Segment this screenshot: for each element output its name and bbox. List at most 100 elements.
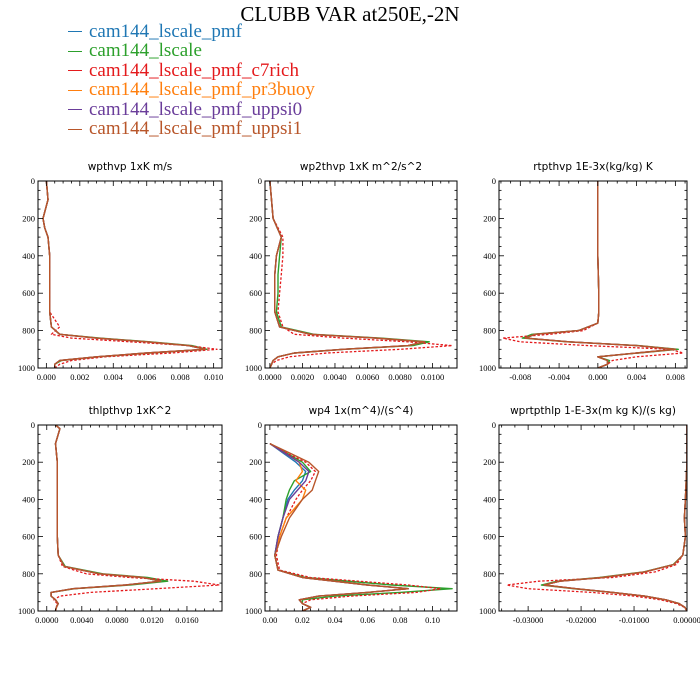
y-tick-label: 600	[483, 532, 496, 542]
y-tick-label: 200	[483, 213, 496, 223]
panel-title: wpthvp 1xK m/s	[88, 161, 173, 173]
series-line	[543, 425, 687, 611]
y-tick-label: 200	[22, 213, 35, 223]
x-tick-label: 0.010	[204, 372, 223, 382]
series-group	[42, 181, 218, 368]
legend-swatch	[68, 128, 82, 130]
x-tick-label: 0.000	[588, 372, 607, 382]
y-tick-label: 600	[483, 288, 496, 298]
series-line	[543, 425, 687, 611]
y-tick-label: 0	[258, 176, 262, 186]
series-line	[269, 443, 409, 611]
panel-title: rtpthvp 1E-3x(kg/kg) K	[533, 161, 654, 173]
y-tick-label: 800	[483, 569, 496, 579]
x-tick-label: 0.006	[137, 372, 156, 382]
x-tick-label: 0.0100	[421, 372, 444, 382]
panel-title: thlpthvp 1xK^2	[89, 405, 172, 417]
legend-swatch	[68, 50, 82, 52]
x-tick-label: 0.0040	[70, 615, 93, 625]
series-line	[543, 425, 687, 611]
x-tick-label: -0.03000	[513, 615, 543, 625]
legend: cam144_lscale_pmf cam144_lscale cam144_l…	[68, 20, 315, 140]
x-tick-label: 0.0020	[291, 372, 314, 382]
y-tick-label: 600	[22, 288, 35, 298]
legend-swatch	[68, 109, 82, 111]
y-tick-label: 1000	[479, 363, 496, 373]
x-tick-label: 0.08	[393, 615, 408, 625]
legend-item: cam144_lscale_pmf_pr3buoy	[68, 79, 315, 101]
y-tick-label: 800	[22, 569, 35, 579]
y-tick-label: 400	[22, 494, 35, 504]
y-tick-label: 600	[249, 288, 262, 298]
plot-frame	[264, 424, 458, 612]
x-tick-label: -0.01000	[619, 615, 649, 625]
y-tick-label: 400	[249, 494, 262, 504]
figure-title: CLUBB VAR at250E,-2N	[240, 2, 460, 26]
series-line	[502, 181, 684, 368]
y-tick-label: 1000	[18, 363, 35, 373]
x-tick-label: 0.008	[666, 372, 685, 382]
x-tick-label: -0.02000	[566, 615, 596, 625]
legend-label: cam144_lscale_pmf_pr3buoy	[89, 79, 315, 101]
legend-label: cam144_lscale_pmf_uppsi1	[89, 118, 303, 140]
y-tick-label: 200	[22, 457, 35, 467]
y-tick-label: 1000	[18, 606, 35, 616]
y-tick-label: 400	[22, 251, 35, 261]
legend-label: cam144_lscale_pmf_c7rich	[89, 59, 299, 81]
series-line	[540, 425, 687, 611]
series-line	[269, 443, 409, 611]
y-tick-label: 800	[249, 326, 262, 336]
y-tick-label: 0	[492, 420, 496, 430]
series-line	[269, 181, 426, 368]
y-tick-label: 1000	[479, 606, 496, 616]
x-tick-label: 0.00000	[673, 615, 700, 625]
x-tick-label: -0.008	[509, 372, 531, 382]
x-tick-label: 0.0040	[323, 372, 346, 382]
y-tick-label: 1000	[245, 606, 262, 616]
y-tick-label: 400	[483, 251, 496, 261]
y-tick-label: 600	[249, 532, 262, 542]
y-tick-label: 400	[483, 494, 496, 504]
y-tick-label: 0	[492, 176, 496, 186]
series-line	[53, 425, 221, 611]
panel-title: wp4 1x(m^4)/(s^4)	[309, 405, 414, 417]
series-line	[506, 425, 687, 611]
y-tick-label: 800	[483, 326, 496, 336]
series-line	[50, 425, 169, 611]
series-group	[269, 181, 453, 368]
legend-swatch	[68, 70, 82, 72]
legend-label: cam144_lscale	[89, 40, 202, 62]
series-group	[506, 425, 687, 611]
legend-label: cam144_lscale_pmf_uppsi0	[89, 98, 303, 120]
x-tick-label: 0.0120	[140, 615, 163, 625]
y-tick-label: 200	[249, 457, 262, 467]
series-line	[269, 181, 453, 368]
legend-item: cam144_lscale_pmf	[68, 20, 315, 42]
x-tick-label: 0.0000	[258, 372, 281, 382]
chart-panel: wprtpthlp 1-E-3x(m kg K)/(s kg) 0 200 400 60…	[479, 405, 700, 625]
panel-title: wp2thvp 1xK m^2/s^2	[300, 161, 422, 173]
y-tick-label: 800	[22, 326, 35, 336]
legend-item: cam144_lscale_pmf_uppsi0	[68, 98, 315, 120]
x-tick-label: 0.0080	[105, 615, 128, 625]
x-tick-label: 0.0160	[175, 615, 198, 625]
legend-item: cam144_lscale	[68, 40, 315, 62]
y-tick-label: 0	[31, 176, 35, 186]
legend-label: cam144_lscale_pmf	[89, 20, 243, 42]
plot-frame	[264, 180, 458, 369]
x-tick-label: 0.004	[627, 372, 647, 382]
series-line	[543, 425, 687, 611]
series-line	[269, 442, 409, 611]
y-tick-label: 1000	[245, 363, 262, 373]
legend-item: cam144_lscale_pmf_uppsi1	[68, 118, 315, 140]
y-tick-label: 800	[249, 569, 262, 579]
y-tick-label: 0	[31, 420, 35, 430]
x-tick-label: 0.004	[104, 372, 124, 382]
x-tick-label: 0.10	[425, 615, 440, 625]
x-tick-label: 0.0060	[356, 372, 379, 382]
legend-item: cam144_lscale_pmf_c7rich	[68, 59, 315, 81]
